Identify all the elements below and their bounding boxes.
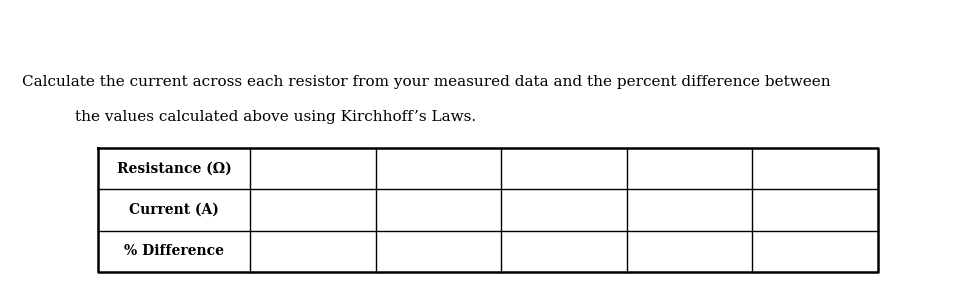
Text: Current (A): Current (A)	[129, 203, 219, 217]
Text: % Difference: % Difference	[124, 244, 224, 258]
Text: Resistance (Ω): Resistance (Ω)	[116, 162, 232, 176]
Text: the values calculated above using Kirchhoff’s Laws.: the values calculated above using Kirchh…	[75, 110, 476, 124]
Text: Calculate the current across each resistor from your measured data and the perce: Calculate the current across each resist…	[22, 75, 829, 89]
